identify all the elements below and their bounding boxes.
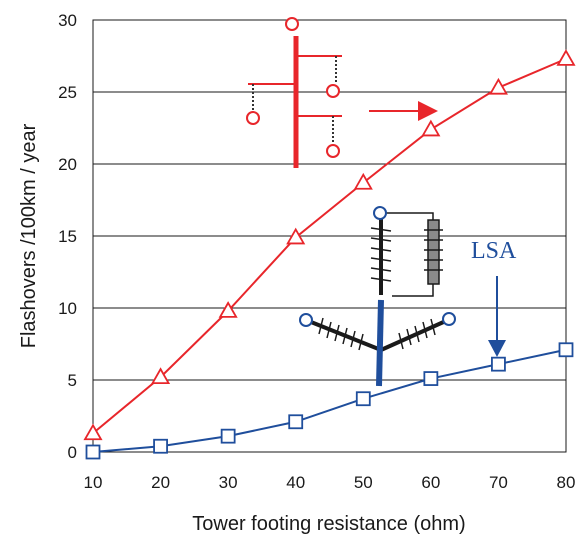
data-point-triangle — [83, 423, 103, 441]
lsa-label: LSA — [471, 238, 517, 264]
y-tick-label: 0 — [68, 443, 77, 462]
y-tick-label: 15 — [58, 227, 77, 246]
x-tick-label: 10 — [84, 473, 103, 492]
series-triangle-markers — [83, 49, 576, 441]
data-point-triangle — [218, 301, 238, 318]
x-tick-label: 70 — [489, 473, 508, 492]
x-tick-label: 60 — [421, 473, 440, 492]
data-point-triangle — [353, 172, 373, 190]
arrow-right-icon — [369, 101, 438, 121]
x-axis-title: Tower footing resistance (ohm) — [192, 513, 465, 535]
x-tick-label: 20 — [151, 473, 170, 492]
x-tick-label: 40 — [286, 473, 305, 492]
data-point-triangle — [286, 227, 306, 245]
y-tick-labels: 0 5 10 15 20 25 30 — [58, 11, 77, 462]
data-point-square — [153, 438, 168, 454]
data-point-square — [355, 391, 371, 407]
series-line — [92, 348, 567, 453]
tower-with-surge-arrester-icon — [299, 206, 456, 387]
y-tick-label: 5 — [68, 371, 77, 390]
data-point-square — [423, 371, 439, 386]
data-point-square — [288, 414, 304, 430]
data-point-triangle — [151, 367, 171, 385]
y-tick-label: 25 — [58, 83, 77, 102]
y-axis-title: Flashovers /100km / year — [18, 123, 40, 348]
data-point-triangle — [488, 77, 508, 95]
data-point-square — [85, 444, 101, 460]
series-line — [92, 57, 567, 435]
y-tick-label: 10 — [58, 299, 77, 318]
data-point-triangle — [556, 49, 576, 66]
x-tick-label: 50 — [354, 473, 373, 492]
data-point-square — [558, 342, 574, 358]
y-gridlines — [93, 91, 566, 381]
data-point-square — [491, 356, 506, 372]
lsa-arrow-icon — [488, 276, 506, 357]
x-tick-label: 80 — [557, 473, 576, 492]
series-layer — [83, 49, 576, 460]
y-tick-label: 20 — [58, 155, 77, 174]
tower-arms-with-conductors-icon — [246, 17, 342, 168]
plot-area-frame — [92, 19, 567, 453]
y-tick-label: 30 — [58, 11, 77, 30]
x-tick-labels: 10 20 30 40 50 60 70 80 — [84, 473, 576, 492]
x-tick-label: 30 — [219, 473, 238, 492]
data-point-triangle — [421, 119, 441, 137]
data-point-square — [220, 428, 236, 444]
series-square-markers — [85, 342, 574, 460]
